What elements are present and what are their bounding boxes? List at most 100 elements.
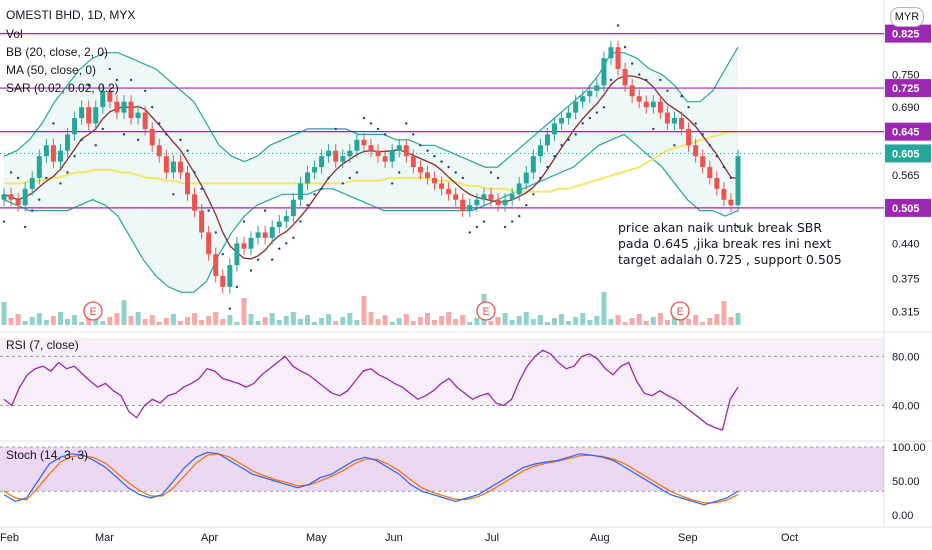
sar-dot — [292, 236, 295, 240]
candle-body — [375, 150, 381, 157]
stoch-tick-label: 0.00 — [892, 510, 913, 522]
sar-dot — [623, 46, 627, 49]
candle-body — [552, 123, 557, 135]
candle-body — [580, 96, 586, 102]
volume-bar — [530, 319, 536, 325]
volume-bar — [495, 317, 501, 325]
volume-bar — [156, 322, 162, 325]
earnings-marker-label: E — [677, 306, 684, 318]
sar-dot — [16, 176, 20, 180]
sar-dot — [447, 165, 450, 169]
candle-body — [354, 139, 360, 151]
sar-dot — [595, 111, 599, 114]
rsi-legend: RSI (7, close) — [6, 338, 79, 352]
rsi-line — [3, 349, 739, 431]
candle-body — [227, 265, 233, 287]
volume-bar — [410, 321, 416, 325]
candle-body — [206, 232, 212, 255]
candle-body — [693, 145, 699, 157]
volume-bar — [269, 313, 275, 325]
volume-bar — [389, 322, 395, 325]
sar-dot — [510, 220, 514, 223]
candle-body — [163, 156, 169, 173]
volume-bar — [601, 292, 607, 325]
candle-body — [290, 199, 296, 217]
candle-body — [15, 199, 21, 206]
stoch-legend: Stoch (14, 3, 3) — [6, 448, 89, 462]
sar-dot — [327, 176, 330, 180]
month-label: May — [306, 532, 327, 544]
earnings-marker — [670, 301, 690, 321]
level-label: 0.825 — [892, 29, 920, 41]
candle-body — [608, 47, 614, 59]
candle-body — [700, 156, 706, 168]
candle-body — [396, 145, 402, 151]
volume-bar — [333, 321, 339, 325]
sar-dot — [38, 198, 41, 201]
sar-dot — [235, 285, 239, 289]
sar-dot — [503, 225, 507, 229]
volume-bar — [467, 322, 473, 325]
sar-dot — [263, 209, 267, 212]
candle-body — [721, 188, 727, 200]
month-label: Jun — [385, 532, 403, 544]
sar-dot — [581, 122, 584, 125]
sar-dot — [496, 176, 500, 180]
price-tick-label: 0.375 — [892, 274, 920, 286]
candle-body — [114, 101, 120, 113]
candle-body — [276, 221, 282, 227]
sar-dot — [278, 247, 281, 250]
candle-body — [707, 167, 713, 178]
candle-body — [333, 150, 339, 162]
month-label: Jul — [485, 532, 499, 544]
volume-bar — [163, 318, 169, 325]
candle-body — [340, 156, 346, 162]
sar-dot — [285, 242, 288, 245]
volume-bar — [290, 312, 296, 325]
candle-body — [213, 254, 219, 276]
volume-bar — [714, 314, 720, 325]
candle-body — [382, 156, 388, 162]
stoch-tick-label: 50.00 — [892, 476, 920, 488]
candle-body — [671, 118, 677, 124]
sar-dot — [165, 133, 168, 136]
candle-body — [622, 69, 628, 86]
sar-dot — [108, 67, 112, 71]
candle-body — [319, 156, 325, 168]
volume-bar — [79, 322, 85, 325]
candle-body — [347, 150, 353, 157]
sar-dot — [602, 105, 606, 109]
candle-body — [735, 156, 741, 206]
candle-body — [664, 112, 670, 124]
sar-dot — [645, 78, 648, 82]
stoch-k-line — [3, 451, 739, 506]
volume-bar — [657, 313, 663, 325]
earnings-marker — [83, 301, 103, 321]
volume-bar — [368, 312, 374, 325]
sar-dot — [468, 231, 472, 234]
rsi-tick-label: 40.00 — [892, 400, 920, 412]
volume-bar — [149, 315, 155, 325]
volume-bar — [587, 320, 593, 325]
volume-bar — [460, 315, 466, 325]
volume-bar — [199, 320, 205, 325]
price-tick-label: 0.440 — [892, 238, 920, 250]
annotation-note: price akan naik untuk break SBR pada 0.6… — [618, 220, 842, 267]
volume-bar — [22, 321, 28, 325]
level-label: 0.505 — [892, 203, 920, 215]
level-label: 0.645 — [892, 127, 920, 139]
volume-bar — [552, 318, 557, 325]
volume-bar — [474, 318, 480, 325]
volume-bar — [192, 313, 198, 325]
candle-body — [509, 194, 515, 200]
month-label: Sep — [678, 532, 698, 544]
sar-dot — [73, 154, 76, 158]
sar-dot — [249, 269, 253, 272]
volume-bar — [319, 318, 325, 325]
currency-badge[interactable]: MYR — [890, 7, 924, 27]
volume-bar — [735, 313, 741, 325]
volume-bar — [142, 319, 148, 325]
volume-bar — [636, 314, 642, 325]
volume-bar — [128, 316, 134, 325]
